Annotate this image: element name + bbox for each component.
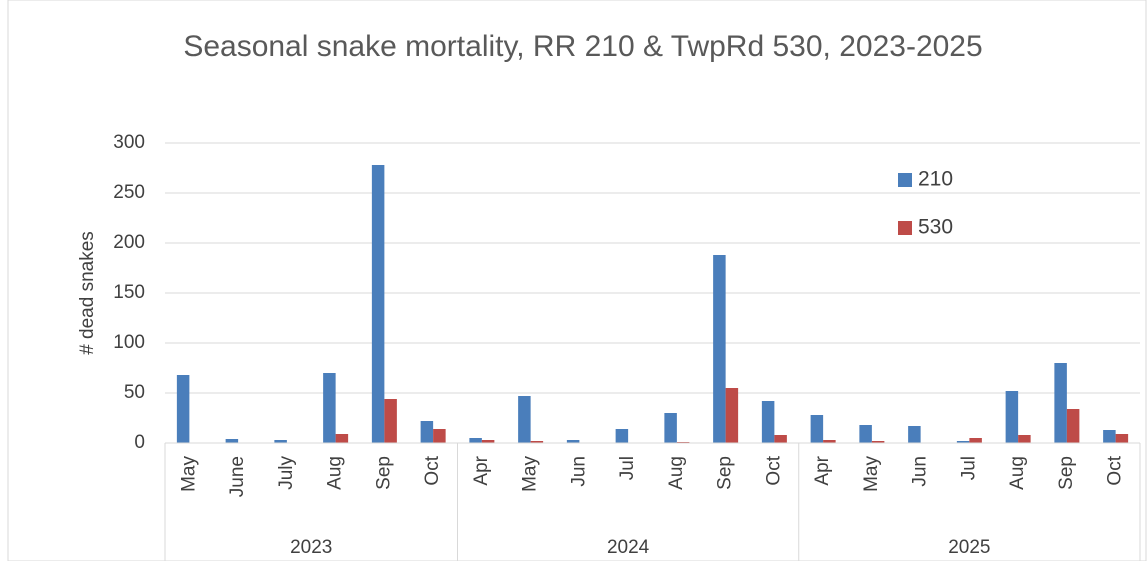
bar: [1115, 434, 1129, 443]
bar: [518, 396, 531, 443]
bar: [1018, 435, 1031, 443]
bar: [761, 401, 775, 443]
legend-swatch: [898, 221, 912, 235]
x-tick-label: Aug: [325, 456, 346, 490]
legend-label: 530: [918, 216, 953, 239]
bar: [335, 434, 349, 443]
y-tick-label: 200: [113, 232, 145, 253]
bar: [969, 438, 982, 443]
x-tick-label: June: [227, 456, 248, 497]
x-tick-label: Jun: [568, 456, 589, 487]
chart-frame: [7, 0, 1147, 561]
x-tick-label: May: [520, 456, 541, 492]
bar: [725, 388, 739, 443]
bar: [225, 439, 239, 443]
bar: [615, 429, 629, 443]
bar: [469, 438, 482, 443]
x-tick-label: Sep: [373, 456, 394, 490]
group-label: 2024: [607, 537, 650, 558]
x-tick-label: Aug: [1007, 456, 1028, 490]
bar: [176, 375, 190, 443]
group-label: 2025: [948, 537, 990, 558]
bar: [1054, 363, 1067, 443]
bar: [1103, 430, 1116, 443]
x-tick-label: Jul: [617, 456, 638, 480]
x-tick-label: Oct: [422, 455, 443, 485]
bar: [420, 421, 434, 443]
x-tick-label: Aug: [666, 456, 687, 490]
x-tick-label: Jun: [910, 456, 931, 487]
y-tick-label: 250: [113, 182, 145, 203]
bar: [384, 399, 397, 443]
legend-swatch: [898, 173, 912, 187]
y-tick-label: 150: [113, 282, 145, 303]
y-tick-label: 50: [124, 382, 145, 403]
bar: [371, 165, 385, 443]
legend-label: 210: [918, 168, 953, 191]
bar: [274, 440, 287, 443]
bar: [433, 429, 446, 443]
x-tick-label: Apr: [812, 455, 833, 485]
x-tick-label: July: [276, 456, 297, 490]
x-tick-label: May: [861, 456, 882, 492]
x-tick-label: May: [178, 456, 199, 492]
x-tick-label: Jul: [958, 456, 979, 480]
bar: [908, 426, 921, 443]
x-tick-label: Oct: [763, 455, 784, 485]
bar: [859, 425, 872, 443]
group-label: 2023: [290, 537, 332, 558]
bar: [823, 440, 836, 443]
bar: [810, 415, 824, 443]
bar: [323, 373, 336, 443]
bar: [481, 440, 495, 443]
bar: [530, 441, 544, 443]
bar: [956, 441, 970, 443]
bar: [713, 255, 726, 443]
bar: [566, 440, 580, 443]
chart-title: Seasonal snake mortality, RR 210 & TwpRd…: [183, 30, 982, 63]
y-tick-label: 300: [113, 132, 145, 153]
x-tick-label: Apr: [471, 455, 492, 485]
y-tick-label: 0: [134, 432, 145, 453]
x-tick-label: Sep: [715, 456, 736, 490]
y-tick-label: 100: [113, 332, 145, 353]
bar: [774, 435, 787, 443]
x-tick-label: Oct: [1105, 455, 1126, 485]
x-tick-label: Sep: [1056, 456, 1077, 490]
bar: [664, 413, 677, 443]
bar: [871, 441, 885, 443]
bar: [1066, 409, 1080, 443]
bar: [1005, 391, 1019, 443]
y-axis-label: # dead snakes: [77, 231, 98, 355]
